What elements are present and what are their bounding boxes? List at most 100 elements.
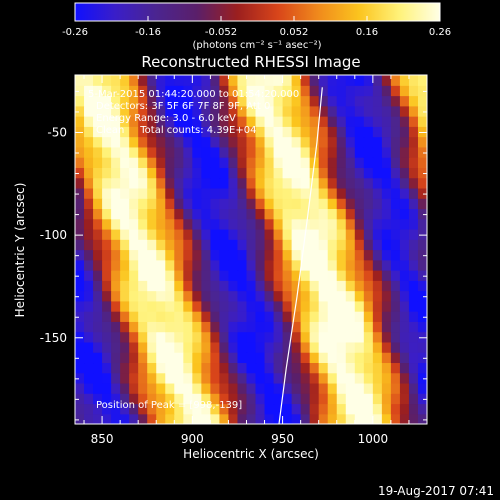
- heatmap-cell: [174, 341, 184, 353]
- heatmap-cell: [336, 218, 347, 230]
- heatmap-cell: [354, 116, 365, 127]
- heatmap-cell: [282, 311, 293, 322]
- heatmap-cell: [291, 362, 302, 374]
- heatmap-cell: [75, 372, 85, 384]
- heatmap-cell: [156, 167, 166, 179]
- heatmap-cell: [345, 146, 356, 158]
- heatmap-cell: [246, 290, 257, 302]
- heatmap-cell: [327, 157, 338, 168]
- heatmap-cell: [291, 208, 302, 220]
- heatmap-cell: [219, 311, 230, 322]
- heatmap-cell: [219, 249, 230, 261]
- heatmap-cell: [246, 372, 257, 384]
- heatmap-cell: [147, 290, 157, 302]
- heatmap-cell: [237, 311, 248, 322]
- heatmap-cell: [354, 341, 365, 353]
- heatmap-cell: [129, 341, 139, 353]
- heatmap-cell: [84, 290, 94, 302]
- heatmap-cell: [291, 116, 302, 127]
- heatmap-cell: [327, 177, 338, 189]
- heatmap-cell: [336, 136, 347, 148]
- heatmap-cell: [120, 300, 130, 312]
- heatmap-cell: [165, 249, 175, 261]
- heatmap-cell: [210, 239, 221, 251]
- heatmap-cell: [255, 136, 266, 148]
- heatmap-cell: [345, 341, 356, 353]
- heatmap-cell: [219, 95, 230, 107]
- heatmap-cell: [75, 167, 85, 179]
- heatmap-cell: [210, 413, 221, 424]
- heatmap-cell: [318, 105, 329, 117]
- heatmap-cell: [183, 208, 193, 220]
- heatmap-cell: [228, 290, 239, 302]
- heatmap-cell: [273, 352, 284, 364]
- heatmap-cell: [84, 362, 94, 374]
- heatmap-cell: [237, 116, 248, 127]
- heatmap-cell: [219, 105, 230, 117]
- heatmap-cell: [93, 341, 103, 353]
- y-tick-label: -100: [40, 228, 67, 242]
- heatmap-cell: [120, 85, 130, 97]
- heatmap-cell: [183, 341, 193, 353]
- heatmap-cell: [255, 300, 266, 312]
- heatmap-cell: [93, 198, 103, 210]
- heatmap-cell: [165, 105, 175, 117]
- heatmap-cell: [354, 126, 365, 138]
- heatmap-cell: [192, 393, 202, 405]
- heatmap-cell: [327, 116, 338, 127]
- heatmap-cell: [201, 249, 211, 261]
- heatmap-cell: [129, 157, 139, 168]
- heatmap-cell: [408, 75, 419, 86]
- heatmap-cell: [75, 208, 85, 220]
- heatmap-cell: [282, 239, 293, 251]
- heatmap-cell: [219, 167, 230, 179]
- heatmap-cell: [273, 85, 284, 97]
- heatmap-cell: [237, 270, 248, 281]
- heatmap-cell: [273, 270, 284, 281]
- heatmap-cell: [246, 382, 257, 394]
- heatmap-cell: [354, 75, 365, 86]
- heatmap-cell: [381, 136, 392, 148]
- heatmap-cell: [219, 187, 230, 199]
- heatmap-cell: [192, 352, 202, 364]
- heatmap-cell: [264, 105, 275, 117]
- heatmap-cell: [183, 95, 193, 107]
- heatmap-cell: [84, 300, 94, 312]
- heatmap-cell: [93, 157, 103, 168]
- heatmap-cell: [129, 136, 139, 148]
- heatmap-cell: [372, 270, 383, 281]
- heatmap-cell: [417, 75, 427, 86]
- heatmap-cell: [291, 413, 302, 424]
- heatmap-cell: [210, 187, 221, 199]
- heatmap-cell: [165, 362, 175, 374]
- heatmap-cell: [93, 413, 103, 424]
- heatmap-cell: [255, 116, 266, 127]
- heatmap-cell: [291, 249, 302, 261]
- heatmap-cell: [219, 177, 230, 189]
- heatmap-cell: [273, 75, 284, 86]
- heatmap-cell: [390, 352, 401, 364]
- heatmap-cell: [363, 85, 374, 97]
- heatmap-cell: [102, 372, 112, 384]
- heatmap-cell: [174, 228, 184, 240]
- heatmap-cell: [120, 187, 130, 199]
- heatmap-cell: [138, 331, 148, 343]
- heatmap-cell: [111, 218, 121, 230]
- heatmap-cell: [255, 167, 266, 179]
- heatmap-cell: [399, 403, 410, 415]
- heatmap-cell: [399, 331, 410, 343]
- heatmap-cell: [138, 280, 148, 292]
- heatmap-cell: [93, 167, 103, 179]
- heatmap-cell: [201, 331, 211, 343]
- heatmap-cell: [147, 75, 157, 86]
- heatmap-cell: [147, 382, 157, 394]
- heatmap-cell: [390, 177, 401, 189]
- heatmap-cell: [219, 259, 230, 271]
- heatmap-cell: [264, 177, 275, 189]
- heatmap-cell: [291, 126, 302, 138]
- heatmap-cell: [300, 403, 311, 415]
- heatmap-cell: [354, 228, 365, 240]
- heatmap-cell: [264, 270, 275, 281]
- heatmap-cell: [399, 126, 410, 138]
- heatmap-cell: [93, 218, 103, 230]
